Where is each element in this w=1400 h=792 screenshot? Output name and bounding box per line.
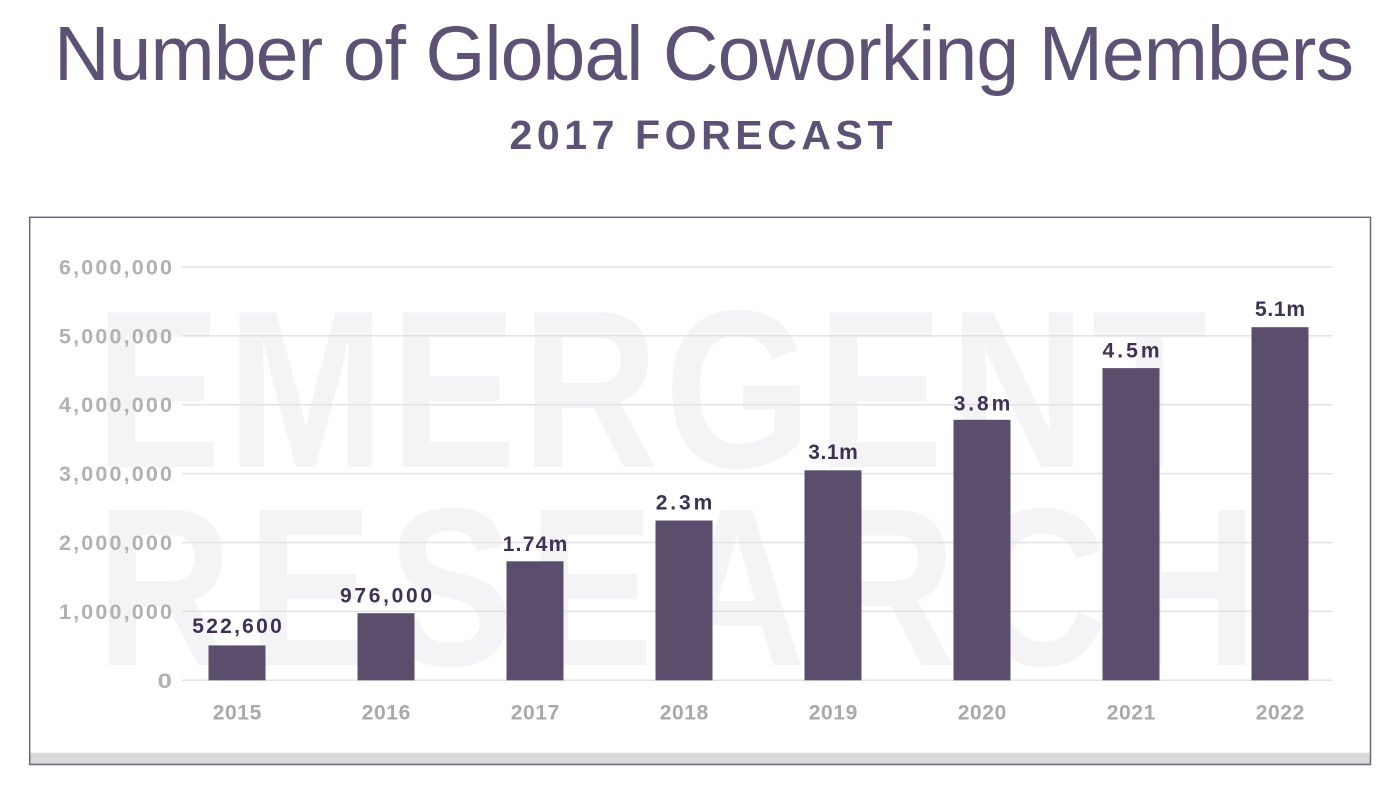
svg-text:2022: 2022 bbox=[1256, 702, 1305, 725]
svg-text:976,000: 976,000 bbox=[340, 584, 432, 607]
svg-text:2017: 2017 bbox=[511, 702, 560, 725]
svg-text:2015: 2015 bbox=[213, 702, 262, 725]
svg-text:2017 FORECAST: 2017 FORECAST bbox=[510, 112, 893, 158]
svg-text:2.3m: 2.3m bbox=[656, 492, 713, 515]
svg-text:2019: 2019 bbox=[809, 702, 858, 725]
svg-text:6,000,000: 6,000,000 bbox=[59, 255, 172, 279]
svg-text:1,000,000: 1,000,000 bbox=[59, 600, 172, 624]
svg-text:1.74m: 1.74m bbox=[503, 533, 568, 556]
svg-text:5.1m: 5.1m bbox=[1255, 298, 1305, 321]
svg-text:3,000,000: 3,000,000 bbox=[59, 462, 172, 486]
svg-text:522,600: 522,600 bbox=[192, 615, 282, 638]
svg-text:2020: 2020 bbox=[958, 702, 1007, 725]
svg-text:4.5m: 4.5m bbox=[1103, 339, 1160, 362]
svg-text:4,000,000: 4,000,000 bbox=[59, 393, 172, 417]
svg-text:2016: 2016 bbox=[362, 702, 411, 725]
svg-text:Number of Global Coworking Mem: Number of Global Coworking Members bbox=[54, 11, 1354, 97]
svg-text:2021: 2021 bbox=[1107, 702, 1156, 725]
svg-text:2,000,000: 2,000,000 bbox=[59, 531, 172, 555]
svg-text:5,000,000: 5,000,000 bbox=[59, 324, 172, 348]
svg-text:3.8m: 3.8m bbox=[954, 393, 1011, 416]
svg-text:0: 0 bbox=[158, 669, 173, 693]
svg-text:3.1m: 3.1m bbox=[808, 441, 858, 464]
svg-text:2018: 2018 bbox=[660, 702, 709, 725]
